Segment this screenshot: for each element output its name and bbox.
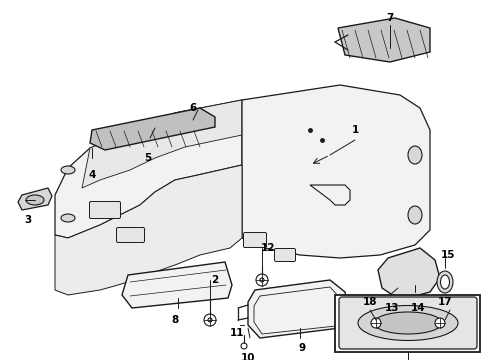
Ellipse shape xyxy=(256,274,268,286)
Text: 2: 2 xyxy=(211,275,219,285)
Ellipse shape xyxy=(441,275,449,289)
Ellipse shape xyxy=(358,306,458,341)
Text: 11: 11 xyxy=(230,328,244,338)
Text: 10: 10 xyxy=(241,353,255,360)
Polygon shape xyxy=(378,248,440,300)
Polygon shape xyxy=(82,100,242,188)
Ellipse shape xyxy=(435,318,445,328)
Polygon shape xyxy=(18,188,52,210)
FancyBboxPatch shape xyxy=(244,233,267,248)
Polygon shape xyxy=(338,18,430,62)
Polygon shape xyxy=(248,280,350,338)
Text: 6: 6 xyxy=(189,103,196,113)
Text: 13: 13 xyxy=(385,303,399,313)
Text: 7: 7 xyxy=(386,13,393,23)
Text: 12: 12 xyxy=(261,243,275,253)
Ellipse shape xyxy=(61,166,75,174)
Polygon shape xyxy=(242,85,430,258)
Text: 4: 4 xyxy=(88,170,96,180)
Text: 9: 9 xyxy=(298,343,306,353)
Ellipse shape xyxy=(26,195,44,205)
Text: 17: 17 xyxy=(438,297,452,307)
Ellipse shape xyxy=(241,343,247,349)
Ellipse shape xyxy=(408,146,422,164)
Text: 15: 15 xyxy=(441,250,455,260)
FancyBboxPatch shape xyxy=(274,248,295,261)
FancyBboxPatch shape xyxy=(117,228,145,243)
Polygon shape xyxy=(55,165,242,295)
Text: 5: 5 xyxy=(145,153,151,163)
Bar xyxy=(335,295,480,352)
Ellipse shape xyxy=(260,278,264,282)
Text: 3: 3 xyxy=(24,215,32,225)
Polygon shape xyxy=(122,262,232,308)
Text: 14: 14 xyxy=(411,303,425,313)
FancyBboxPatch shape xyxy=(90,202,121,219)
Text: 8: 8 xyxy=(172,315,179,325)
Ellipse shape xyxy=(204,314,216,326)
Polygon shape xyxy=(90,108,215,150)
Ellipse shape xyxy=(437,271,453,293)
Text: 18: 18 xyxy=(363,297,377,307)
Ellipse shape xyxy=(61,214,75,222)
Polygon shape xyxy=(55,100,242,238)
Ellipse shape xyxy=(408,206,422,224)
FancyBboxPatch shape xyxy=(339,297,477,349)
Text: 1: 1 xyxy=(351,125,359,135)
Ellipse shape xyxy=(374,312,442,334)
Ellipse shape xyxy=(371,318,381,328)
Ellipse shape xyxy=(208,318,212,322)
